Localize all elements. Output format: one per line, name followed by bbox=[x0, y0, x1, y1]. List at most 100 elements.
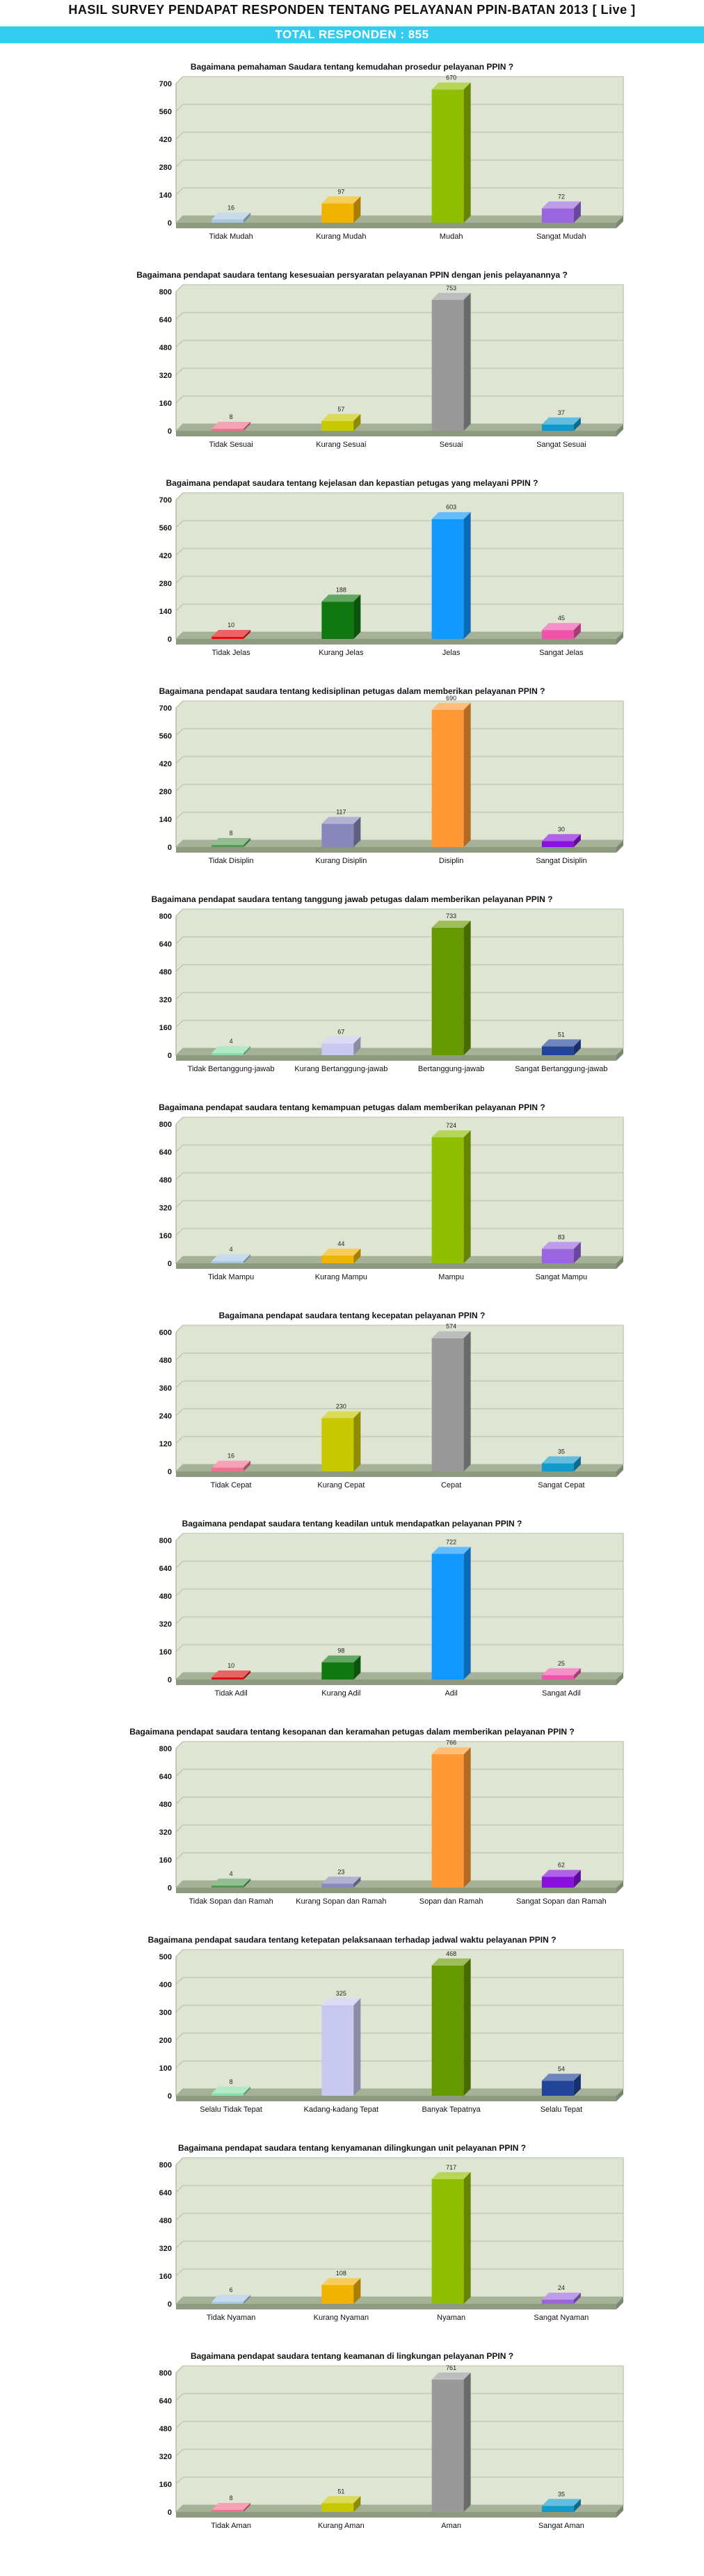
data-label: 8 bbox=[230, 2078, 233, 2085]
y-tick-label: 0 bbox=[168, 1260, 172, 1268]
bar-top bbox=[541, 1456, 581, 1464]
gridline-diagonal bbox=[175, 2421, 184, 2429]
y-tick-label: 800 bbox=[159, 1537, 172, 1545]
floor-top bbox=[176, 840, 623, 847]
bar-front bbox=[541, 2080, 574, 2096]
bar-side bbox=[463, 1547, 471, 1680]
gridline-diagonal bbox=[175, 2157, 184, 2165]
x-tick-label: Kurang Cepat bbox=[317, 1481, 365, 1490]
x-tick-label: Kurang Mampu bbox=[315, 1273, 367, 1281]
x-tick-label: Mampu bbox=[438, 1273, 464, 1281]
x-tick-label: Sangat Bertanggung-jawab bbox=[515, 1065, 607, 1073]
data-label: 8 bbox=[230, 830, 233, 837]
data-label: 10 bbox=[227, 1662, 234, 1669]
data-label: 8 bbox=[230, 413, 233, 420]
y-tick-label: 800 bbox=[159, 912, 172, 921]
bar-top bbox=[211, 1460, 251, 1468]
bar-1 bbox=[211, 1879, 251, 1888]
data-label: 67 bbox=[337, 1028, 344, 1035]
chart-3: Bagaimana pendapat saudara tentang kejel… bbox=[159, 478, 624, 657]
y-tick-label: 640 bbox=[159, 2189, 172, 2197]
bar-top bbox=[431, 512, 471, 519]
bar-top bbox=[541, 1242, 581, 1249]
bar-side bbox=[353, 1998, 361, 2096]
bar-top bbox=[321, 1655, 361, 1663]
bar-front bbox=[431, 1338, 464, 1471]
plot-background bbox=[175, 908, 624, 1057]
data-label: 8 bbox=[230, 2495, 233, 2502]
x-tick-label: Adil bbox=[445, 1689, 457, 1698]
bar-2 bbox=[321, 1249, 361, 1263]
plot-background bbox=[175, 2365, 624, 2513]
chart-title: Bagaimana pendapat saudara tentang kedis… bbox=[159, 686, 545, 696]
bar-side bbox=[353, 196, 361, 223]
floor-top bbox=[176, 216, 623, 223]
bar-side bbox=[573, 834, 581, 847]
y-tick-label: 700 bbox=[159, 704, 172, 713]
total-respondents-banner: TOTAL RESPONDEN : 855 bbox=[0, 26, 704, 43]
y-tick-label: 160 bbox=[159, 1856, 172, 1865]
bar-2 bbox=[321, 1036, 361, 1055]
x-tick-label: Sangat Sesuai bbox=[536, 441, 586, 449]
floor-front bbox=[176, 2512, 616, 2518]
gridline-diagonal bbox=[175, 1560, 184, 1569]
gridline-diagonal bbox=[175, 2365, 184, 2373]
gridline-diagonal bbox=[175, 1325, 184, 1333]
bar-1 bbox=[211, 2086, 251, 2096]
x-tick-label: Sesuai bbox=[440, 441, 463, 449]
data-label: 230 bbox=[336, 1402, 346, 1409]
gridline-diagonal bbox=[175, 312, 184, 320]
y-tick-label: 160 bbox=[159, 2273, 172, 2281]
bar-3 bbox=[431, 82, 471, 223]
chart-9: Bagaimana pendapat saudara tentang kesop… bbox=[129, 1727, 624, 1906]
bar-front bbox=[431, 709, 464, 847]
data-label: 35 bbox=[558, 2490, 565, 2497]
bar-side bbox=[353, 1655, 361, 1680]
bar-1 bbox=[211, 2295, 251, 2304]
bar-side bbox=[243, 1670, 251, 1680]
floor-top bbox=[176, 1673, 623, 1680]
bar-side bbox=[353, 594, 361, 639]
chart-title: Bagaimana pemahaman Saudara tentang kemu… bbox=[191, 62, 513, 72]
bar-side bbox=[463, 1958, 471, 2096]
bar-side bbox=[573, 2499, 581, 2512]
bar-front bbox=[541, 1249, 574, 1263]
bar-top bbox=[211, 2295, 251, 2302]
bar-front bbox=[211, 219, 244, 223]
y-tick-label: 640 bbox=[159, 2397, 172, 2405]
bar-top bbox=[431, 1130, 471, 1137]
bar-4 bbox=[541, 1242, 581, 1263]
x-tick-label: Mudah bbox=[440, 232, 463, 241]
bar-2 bbox=[321, 196, 361, 223]
bar-front bbox=[431, 299, 464, 431]
data-label: 98 bbox=[337, 1647, 344, 1654]
bar-1 bbox=[211, 838, 251, 847]
gridline-diagonal bbox=[175, 340, 184, 348]
y-tick-label: 160 bbox=[159, 1648, 172, 1657]
bar-4 bbox=[541, 1039, 581, 1055]
y-tick-label: 160 bbox=[159, 1024, 172, 1032]
gridline-diagonal bbox=[175, 1644, 184, 1652]
gridline-diagonal bbox=[175, 756, 184, 764]
bar-top bbox=[211, 2503, 251, 2510]
bar-2 bbox=[321, 2278, 361, 2304]
y-tick-label: 200 bbox=[159, 2037, 172, 2045]
y-tick-label: 320 bbox=[159, 996, 172, 1004]
bar-top bbox=[431, 702, 471, 710]
y-tick-label: 560 bbox=[159, 524, 172, 532]
x-tick-label: Sangat Mudah bbox=[536, 232, 586, 241]
bar-side bbox=[243, 422, 251, 431]
bar-2 bbox=[321, 1876, 361, 1888]
bar-top bbox=[211, 838, 251, 845]
bar-3 bbox=[431, 2172, 471, 2304]
chart-6: Bagaimana pendapat saudara tentang kemam… bbox=[159, 1103, 624, 1281]
y-tick-label: 480 bbox=[159, 1593, 172, 1601]
x-tick-label: Sopan dan Ramah bbox=[419, 1897, 483, 1906]
y-tick-label: 800 bbox=[159, 1121, 172, 1129]
gridline-diagonal bbox=[175, 964, 184, 972]
bar-top bbox=[321, 1998, 361, 2005]
bar-front bbox=[321, 2005, 354, 2096]
gridline-diagonal bbox=[175, 159, 184, 168]
y-tick-label: 640 bbox=[159, 1148, 172, 1157]
